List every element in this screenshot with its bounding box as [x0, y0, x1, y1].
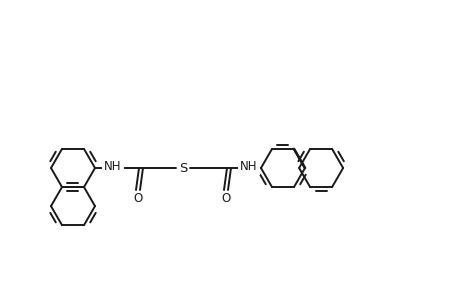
- Text: O: O: [133, 193, 142, 206]
- Text: S: S: [179, 161, 187, 175]
- Text: NH: NH: [240, 160, 257, 173]
- Text: NH: NH: [104, 160, 122, 173]
- Text: O: O: [221, 193, 230, 206]
